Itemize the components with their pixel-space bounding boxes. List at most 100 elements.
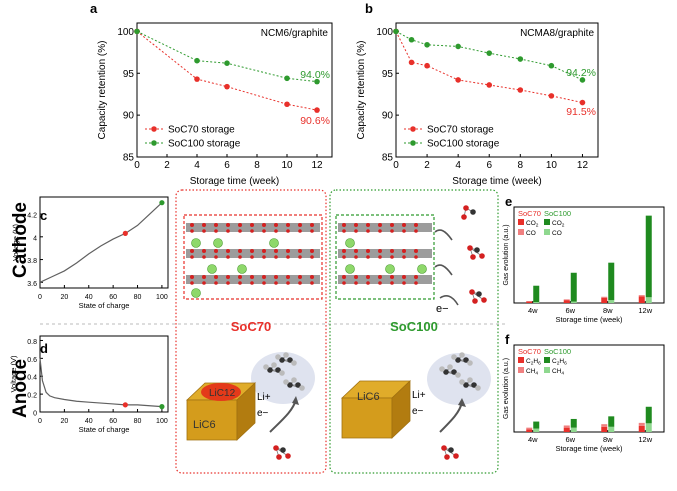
atom	[476, 291, 482, 297]
oxygen-atom	[214, 255, 218, 259]
x-axis-label: Storage time (week)	[452, 176, 541, 187]
data-point-1	[409, 37, 415, 43]
oxygen-atom	[226, 223, 230, 227]
legend-label-1: SoC100 storage	[427, 139, 500, 150]
legend-marker-1	[151, 140, 157, 146]
atom	[280, 447, 286, 453]
legend-marker-1	[410, 140, 416, 146]
y-tick-label: 85	[382, 153, 394, 164]
row-label-anode: Anode	[10, 359, 31, 418]
legend-swatch-0	[518, 357, 524, 363]
oxygen-atom	[298, 255, 302, 259]
x-tick-label: 0	[393, 160, 399, 171]
oxygen-atom	[414, 275, 418, 279]
atom	[291, 360, 297, 366]
oxygen-atom	[286, 249, 290, 253]
oxygen-atom	[414, 281, 418, 285]
data-point-1	[134, 29, 140, 35]
oxygen-atom	[190, 275, 194, 279]
value-annotation-1: 90.6%	[300, 115, 330, 127]
oxygen-atom	[238, 229, 242, 233]
series-line-0	[40, 358, 162, 406]
oxygen-atom	[274, 255, 278, 259]
oxygen-atom	[286, 229, 290, 233]
atom	[472, 298, 478, 304]
oxygen-atom	[342, 229, 346, 233]
lithium-ion	[192, 239, 201, 248]
data-point-0	[314, 107, 320, 113]
oxygen-atom	[298, 229, 302, 233]
lithium-ion	[386, 265, 395, 274]
x-tick-label: 100	[156, 418, 168, 425]
legend-group-soc70: SoC70	[518, 347, 541, 356]
lic6-label-soc100: LiC6	[357, 391, 380, 403]
x-tick-label: 8	[518, 160, 524, 171]
oxygen-atom	[286, 255, 290, 259]
oxygen-atom	[390, 249, 394, 253]
atom	[448, 447, 454, 453]
oxygen-atom	[402, 255, 406, 259]
plot-frame	[40, 336, 168, 412]
oxygen-atom	[366, 275, 370, 279]
legend-group-soc70: SoC70	[518, 209, 541, 218]
oxygen-atom	[402, 223, 406, 227]
data-point-0	[194, 76, 200, 82]
oxygen-atom	[238, 281, 242, 285]
bar-2	[608, 263, 614, 300]
oxygen-atom	[342, 281, 346, 285]
x-tick-label: 80	[134, 294, 142, 301]
data-point-0	[518, 87, 524, 93]
oxygen-atom	[310, 281, 314, 285]
oxygen-atom	[262, 255, 266, 259]
lithium-ion	[346, 265, 355, 274]
oxygen-atom	[190, 249, 194, 253]
atom	[439, 366, 445, 372]
oxygen-atom	[274, 275, 278, 279]
x-tick-label: 4	[455, 160, 461, 171]
oxygen-atom	[402, 249, 406, 253]
oxygen-atom	[190, 281, 194, 285]
x-tick-label: 60	[109, 418, 117, 425]
y-axis-label: Capacity retention (%)	[97, 41, 108, 140]
y-tick-label: 90	[382, 111, 394, 122]
bar-0	[564, 428, 570, 432]
plot-frame	[40, 197, 168, 288]
bar-2	[571, 273, 577, 302]
category-label: 6w	[565, 306, 575, 315]
atom	[475, 385, 481, 391]
y-tick-label: 0.8	[27, 339, 37, 346]
legend-swatch-1	[518, 367, 524, 373]
data-point-0	[224, 84, 230, 90]
value-annotation-0: 94.2%	[566, 67, 596, 79]
transition-metal-layer	[338, 249, 432, 258]
bar-0	[564, 300, 570, 303]
oxygen-atom	[298, 281, 302, 285]
legend-swatch-3	[544, 229, 550, 235]
oxygen-atom	[226, 275, 230, 279]
bar-0	[526, 429, 532, 432]
x-tick-label: 60	[109, 294, 117, 301]
panel-label-e: e	[505, 194, 512, 209]
data-point-0	[455, 77, 461, 83]
x-axis-label: Storage time (week)	[555, 315, 623, 324]
chart-title: NCM6/graphite	[261, 28, 329, 39]
soc70-label: SoC70	[231, 319, 271, 334]
oxygen-atom	[378, 255, 382, 259]
x-tick-label: 0	[38, 418, 42, 425]
oxygen-atom	[262, 275, 266, 279]
cathode-structure-soc70	[184, 215, 322, 299]
atom	[470, 254, 476, 260]
legend-swatch-2	[544, 357, 550, 363]
atom	[444, 454, 450, 460]
x-axis-label: State of charge	[79, 425, 130, 434]
e-minus-label-soc70: e−	[257, 408, 269, 419]
bar-1	[601, 297, 607, 298]
value-annotation-1: 91.5%	[566, 106, 596, 118]
bar-3	[533, 302, 539, 303]
oxygen-atom	[354, 223, 358, 227]
atom	[285, 453, 291, 459]
oxygen-atom	[366, 255, 370, 259]
atom	[467, 360, 473, 366]
bar-2	[533, 286, 539, 302]
